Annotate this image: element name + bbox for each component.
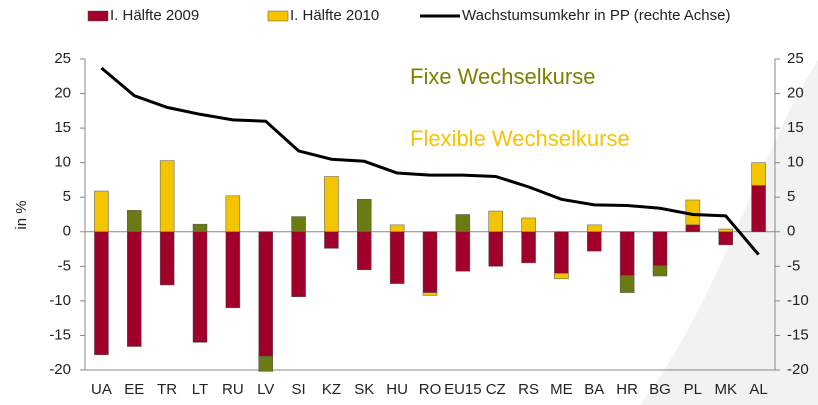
y-tick-label: 10	[54, 154, 71, 171]
y2-tick-label: 0	[787, 223, 795, 240]
bar	[357, 199, 372, 233]
legend-label: Wachstumsumkehr in PP (rechte Achse)	[462, 7, 730, 24]
bar	[159, 231, 175, 286]
bar	[652, 265, 668, 277]
bar	[751, 185, 766, 233]
y-tick-label: 20	[54, 85, 71, 102]
y-tick-label: -5	[58, 257, 71, 274]
y2-tick-label: -15	[787, 326, 809, 343]
bar	[587, 231, 602, 252]
x-tick-label: SI	[291, 381, 305, 398]
bar	[225, 231, 241, 309]
y2-tick-label: -5	[787, 257, 800, 274]
bar	[192, 231, 208, 343]
bar	[685, 224, 701, 233]
bar	[587, 224, 602, 233]
x-tick-label: EU15	[444, 381, 482, 398]
bar	[357, 231, 372, 271]
y-tick-label: -15	[49, 326, 71, 343]
bar	[192, 223, 208, 233]
bar	[488, 231, 503, 267]
x-tick-label: LV	[257, 381, 274, 398]
legend-label: I. Hälfte 2009	[110, 7, 199, 24]
y2-tick-label: 10	[787, 154, 804, 171]
bar	[159, 160, 175, 233]
bar	[521, 231, 536, 264]
y-tick-label: 25	[54, 50, 71, 67]
bar	[619, 275, 635, 293]
bar	[94, 231, 109, 356]
x-tick-label: EE	[124, 381, 144, 398]
bar	[127, 231, 142, 347]
bar	[718, 228, 733, 233]
bar	[619, 231, 635, 276]
x-tick-label: TR	[157, 381, 177, 398]
y-tick-label: 0	[63, 223, 71, 240]
x-tick-label: AL	[749, 381, 767, 398]
x-tick-label: KZ	[322, 381, 341, 398]
bar	[225, 195, 241, 233]
y2-tick-label: -10	[787, 292, 809, 309]
bar	[389, 231, 405, 284]
bar	[324, 231, 339, 249]
bar	[455, 231, 471, 272]
bar	[324, 176, 339, 233]
bar	[488, 210, 503, 233]
x-tick-label: CZ	[486, 381, 506, 398]
bar	[455, 214, 471, 233]
legend-label: I. Hälfte 2010	[290, 7, 379, 24]
y2-tick-label: 5	[787, 188, 795, 205]
legend-swatch	[267, 10, 289, 22]
x-tick-label: LT	[192, 381, 208, 398]
bar	[521, 217, 536, 233]
y-tick-label: 5	[63, 188, 71, 205]
bar	[94, 190, 109, 233]
bar	[258, 231, 273, 357]
bar	[291, 231, 306, 297]
x-tick-label: HR	[616, 381, 638, 398]
line	[100, 66, 760, 256]
bar	[422, 292, 438, 296]
bar	[258, 355, 273, 372]
legend-swatch	[87, 10, 109, 22]
x-tick-label: UA	[91, 381, 112, 398]
y2-tick-label: 25	[787, 50, 804, 67]
y-tick-label: 15	[54, 119, 71, 136]
y2-tick-label: 15	[787, 119, 804, 136]
y2-tick-label: -20	[787, 361, 809, 378]
x-tick-label: BG	[649, 381, 671, 398]
background-shape	[640, 60, 818, 405]
x-tick-label: BA	[584, 381, 604, 398]
bar	[127, 210, 142, 233]
x-tick-label: RO	[419, 381, 442, 398]
y-tick-label: -20	[49, 361, 71, 378]
x-tick-label: RU	[222, 381, 244, 398]
y-axis-title: in %	[13, 200, 30, 229]
x-tick-label: RS	[518, 381, 539, 398]
bar	[751, 162, 766, 186]
bar	[389, 224, 405, 233]
bar	[554, 231, 569, 274]
y-tick-label: -10	[49, 292, 71, 309]
x-tick-label: SK	[354, 381, 374, 398]
annotation: Flexible Wechselkurse	[410, 126, 630, 151]
bar	[718, 231, 733, 246]
bar	[291, 216, 306, 233]
bar	[422, 231, 438, 293]
annotation: Fixe Wechselkurse	[410, 64, 595, 89]
x-tick-label: HU	[386, 381, 408, 398]
bar	[554, 272, 569, 280]
x-tick-label: ME	[550, 381, 573, 398]
x-tick-label: PL	[684, 381, 702, 398]
x-tick-label: MK	[714, 381, 737, 398]
y2-tick-label: 20	[787, 85, 804, 102]
bar	[652, 231, 668, 266]
